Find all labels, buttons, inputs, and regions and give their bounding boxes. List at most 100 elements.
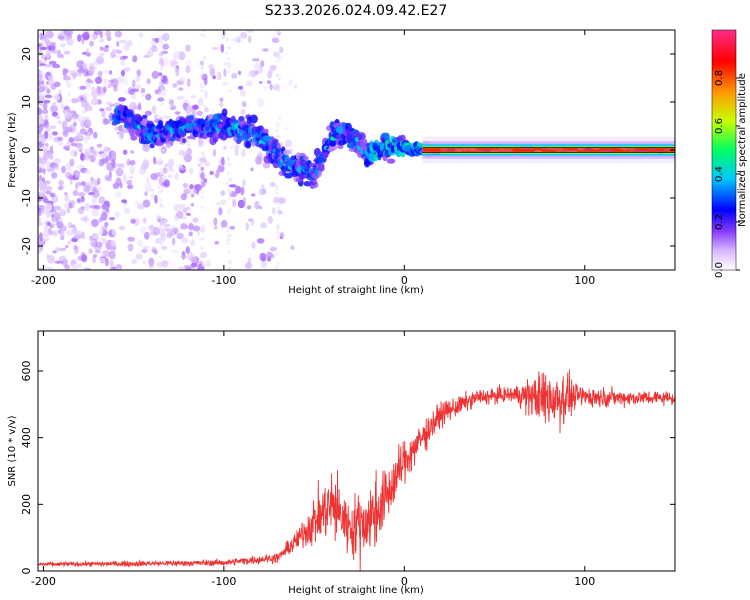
spectrogram-noise-blob bbox=[71, 225, 77, 235]
spectrogram-noise-blob bbox=[241, 149, 246, 158]
spectrogram-streak-dot bbox=[158, 54, 162, 59]
spectrogram-signal-blob bbox=[261, 128, 269, 134]
spectrogram-signal-blob bbox=[201, 134, 208, 140]
spectrogram-noise-blob bbox=[180, 223, 188, 230]
spectrogram-noise-blob bbox=[239, 89, 246, 97]
spectrogram-noise-blob bbox=[279, 46, 284, 53]
spectrogram-streak-dot bbox=[226, 242, 230, 246]
spectrogram-noise-blob bbox=[211, 46, 219, 51]
y-tick-label: 10 bbox=[20, 95, 33, 109]
spectrogram-noise-blob bbox=[68, 202, 73, 209]
spectrogram-streak-dot bbox=[201, 260, 205, 264]
spectrogram-noise-blob bbox=[82, 136, 90, 140]
spectrogram-streak-dot bbox=[198, 170, 202, 174]
spectrogram-noise-blob bbox=[189, 184, 194, 190]
spectrogram-streak-dot bbox=[277, 206, 281, 211]
spectrogram-noise-blob bbox=[221, 31, 226, 40]
spectrogram-noise-blob bbox=[172, 83, 178, 88]
spectrogram-noise-blob bbox=[52, 63, 61, 69]
spectrogram-noise-blob bbox=[140, 226, 147, 235]
spectrogram-noise-blob bbox=[231, 73, 238, 79]
spectrogram-noise-blob bbox=[150, 173, 158, 180]
spectrogram-noise-blob bbox=[105, 242, 112, 250]
spectrogram-noise-blob bbox=[208, 64, 215, 69]
spectrogram-noise-blob bbox=[166, 232, 173, 239]
spectrogram-noise-blob bbox=[68, 124, 77, 134]
spectrogram-noise-blob bbox=[190, 193, 195, 198]
spectrogram-streak-dot bbox=[201, 254, 205, 258]
spectrogram-streak-dot bbox=[276, 59, 280, 63]
spectrogram-signal-blob bbox=[335, 126, 344, 134]
spectrogram-noise-blob bbox=[74, 230, 83, 236]
spectrogram-signal-blob bbox=[302, 156, 309, 161]
spectrogram-streak-dot bbox=[227, 70, 231, 74]
spectrogram-streak-dot bbox=[227, 225, 231, 229]
spectrogram-noise-blob bbox=[144, 191, 148, 197]
spectrogram-streak-dot bbox=[201, 224, 205, 228]
spectrogram-noise-blob bbox=[94, 205, 101, 210]
spectrogram-noise-blob bbox=[108, 250, 116, 260]
spectrogram-noise-blob bbox=[38, 107, 43, 116]
spectrogram-noise-blob bbox=[64, 203, 69, 209]
spectrogram-noise-blob bbox=[150, 188, 155, 192]
spectrogram-noise-blob bbox=[83, 119, 91, 129]
spectrogram-noise-blob bbox=[201, 73, 208, 81]
spectrogram-noise-blob bbox=[138, 32, 144, 38]
spectrogram-signal-blob bbox=[182, 138, 187, 144]
spectrogram-noise-blob bbox=[288, 79, 293, 86]
spectrogram-noise-blob bbox=[46, 185, 53, 192]
spectrogram-noise-blob bbox=[47, 75, 53, 81]
spectrogram-noise-blob bbox=[53, 136, 61, 143]
spectrogram-noise-blob bbox=[159, 219, 167, 227]
spectrogram-streak-dot bbox=[202, 155, 206, 159]
spectrogram-noise-blob bbox=[136, 69, 141, 77]
spectrogram-noise-blob bbox=[126, 158, 131, 166]
spectrogram-noise-blob bbox=[104, 147, 112, 153]
spectrogram-streak-dot bbox=[157, 92, 161, 96]
spectrogram-noise-blob bbox=[57, 120, 63, 125]
spectrogram-noise-blob bbox=[168, 174, 172, 179]
spectrogram-noise-blob bbox=[192, 267, 198, 270]
spectrogram-noise-blob bbox=[138, 102, 142, 111]
spectrogram-noise-blob bbox=[43, 99, 51, 104]
spectrogram-signal-blob bbox=[130, 135, 138, 141]
spectrogram-noise-blob bbox=[71, 266, 79, 270]
spectrogram-noise-blob bbox=[59, 216, 63, 225]
spectrogram-streak-dot bbox=[200, 88, 204, 92]
spectrogram-streak-dot bbox=[160, 41, 164, 46]
spectrogram-noise-blob bbox=[163, 179, 171, 188]
spectrogram-carrier-band bbox=[422, 148, 675, 152]
spectrogram-noise-blob bbox=[190, 263, 198, 268]
spectrogram-noise-blob bbox=[75, 181, 82, 187]
spectrogram-streak-dot bbox=[228, 89, 232, 93]
spectrogram-noise-blob bbox=[114, 30, 123, 38]
spectrogram-noise-blob bbox=[96, 143, 103, 148]
spectrogram-noise-blob bbox=[267, 216, 273, 224]
spectrogram-noise-blob bbox=[144, 183, 153, 192]
spectrogram-noise-blob bbox=[271, 207, 276, 215]
spectrogram-streak-dot bbox=[225, 182, 229, 186]
spectrogram-noise-blob bbox=[242, 179, 246, 187]
spectrogram-noise-blob bbox=[146, 112, 149, 116]
spectrogram-streak-dot bbox=[200, 205, 204, 210]
spectrogram-signal-blob bbox=[289, 159, 295, 166]
spectrogram-noise-blob bbox=[38, 130, 42, 134]
spectrogram-streak-dot bbox=[227, 238, 231, 242]
spectrogram-noise-blob bbox=[254, 200, 260, 210]
spectrogram-noise-blob bbox=[73, 151, 77, 157]
spectrogram-noise-blob bbox=[293, 84, 298, 89]
spectrogram-streak-dot bbox=[275, 51, 279, 55]
spectrogram-noise-blob bbox=[266, 80, 272, 84]
spectrogram-streak-dot bbox=[201, 195, 205, 199]
spectrogram-noise-blob bbox=[115, 211, 120, 218]
spectrogram-streak-dot bbox=[275, 191, 279, 195]
spectrogram-noise-blob bbox=[62, 68, 68, 77]
spectrogram-noise-blob bbox=[38, 183, 46, 187]
spectrogram-noise-blob bbox=[247, 205, 252, 210]
spectrogram-streak-dot bbox=[158, 236, 162, 240]
spectrogram-noise-blob bbox=[84, 169, 92, 175]
spectrogram-noise-blob bbox=[140, 163, 149, 170]
spectrogram-streak-dot bbox=[274, 266, 279, 270]
spectrogram-noise-blob bbox=[49, 42, 56, 52]
spectrogram-streak-dot bbox=[158, 147, 162, 151]
